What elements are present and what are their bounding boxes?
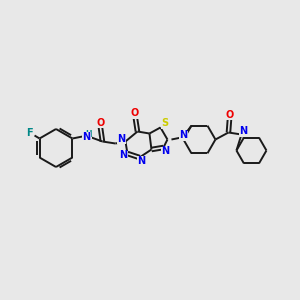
Text: N: N xyxy=(117,134,125,143)
Text: N: N xyxy=(82,131,91,142)
Text: O: O xyxy=(225,110,234,119)
Text: N: N xyxy=(179,130,188,140)
Text: N: N xyxy=(119,151,128,160)
Text: O: O xyxy=(96,118,105,128)
Text: F: F xyxy=(26,128,33,139)
Text: N: N xyxy=(161,146,169,157)
Text: H: H xyxy=(85,130,92,139)
Text: O: O xyxy=(130,109,139,118)
Text: S: S xyxy=(161,118,168,128)
Text: N: N xyxy=(239,127,247,136)
Text: N: N xyxy=(137,155,146,166)
